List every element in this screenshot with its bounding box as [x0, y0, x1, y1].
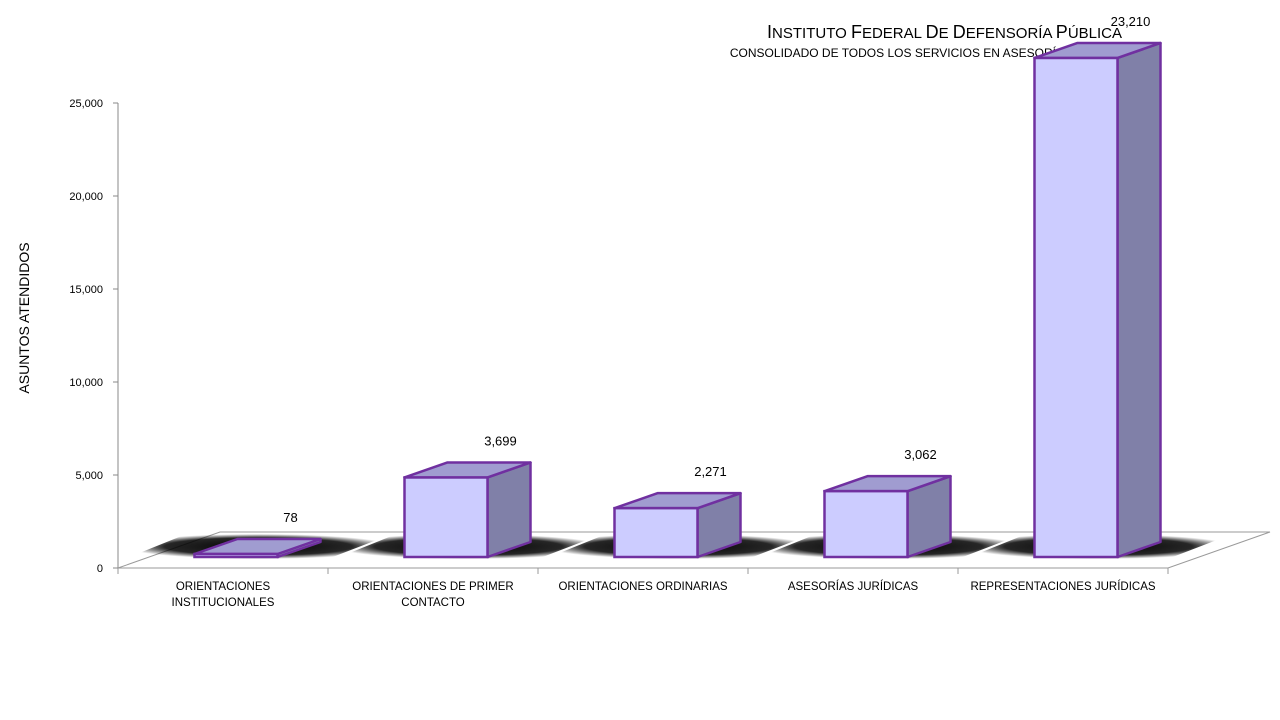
category-label: ORIENTACIONES INSTITUCIONALES [172, 581, 275, 609]
category-label: ORIENTACIONES DE PRIMER CONTACTO [352, 581, 513, 609]
category-label: ORIENTACIONES ORDINARIAS [558, 581, 727, 593]
category-labels: ORIENTACIONES INSTITUCIONALES ORIENTACIONE… [172, 580, 1156, 609]
bar [823, 474, 952, 559]
y-tick-label: 20,000 [69, 191, 103, 203]
data-label: 78 [283, 510, 297, 525]
data-labels: 78 3,699 2,271 3,062 23,210 [283, 14, 1150, 525]
axes [117, 103, 1169, 574]
data-label: 23,210 [1111, 14, 1151, 29]
bar-front [1033, 56, 1119, 559]
bar-front [823, 489, 909, 559]
bars [124, 41, 1233, 559]
data-label: 3,062 [904, 447, 937, 462]
bar-side [1116, 41, 1162, 559]
bar [403, 461, 532, 559]
bar [613, 491, 742, 559]
bar-front [193, 552, 279, 559]
y-tick-label: 15,000 [69, 284, 103, 296]
bar [1033, 41, 1162, 559]
data-label: 2,271 [694, 464, 727, 479]
chart-subtitle: CONSOLIDADO DE TODOS LOS SERVICIOS EN AS… [730, 45, 1122, 60]
y-axis-ticks: 0 5,000 10,000 15,000 20,000 25,000 [69, 98, 118, 575]
y-axis-title: ASUNTOS ATENDIDOS [16, 242, 32, 393]
bar-front [613, 506, 699, 559]
category-label: REPRESENTACIONES JURÍDICAS [970, 580, 1155, 593]
y-tick-label: 0 [97, 563, 103, 575]
data-label: 3,699 [484, 433, 517, 448]
bar-side [486, 461, 532, 559]
category-label: ASESORÍAS JURÍDICAS [788, 580, 919, 593]
y-tick-label: 5,000 [75, 470, 103, 482]
y-tick-label: 25,000 [69, 98, 103, 110]
y-tick-label: 10,000 [69, 377, 103, 389]
bar-front [403, 476, 489, 559]
chart-title: INSTITUTO FEDERAL DE DEFENSORÍA PÚBLICA [767, 22, 1122, 42]
bar [193, 537, 322, 559]
